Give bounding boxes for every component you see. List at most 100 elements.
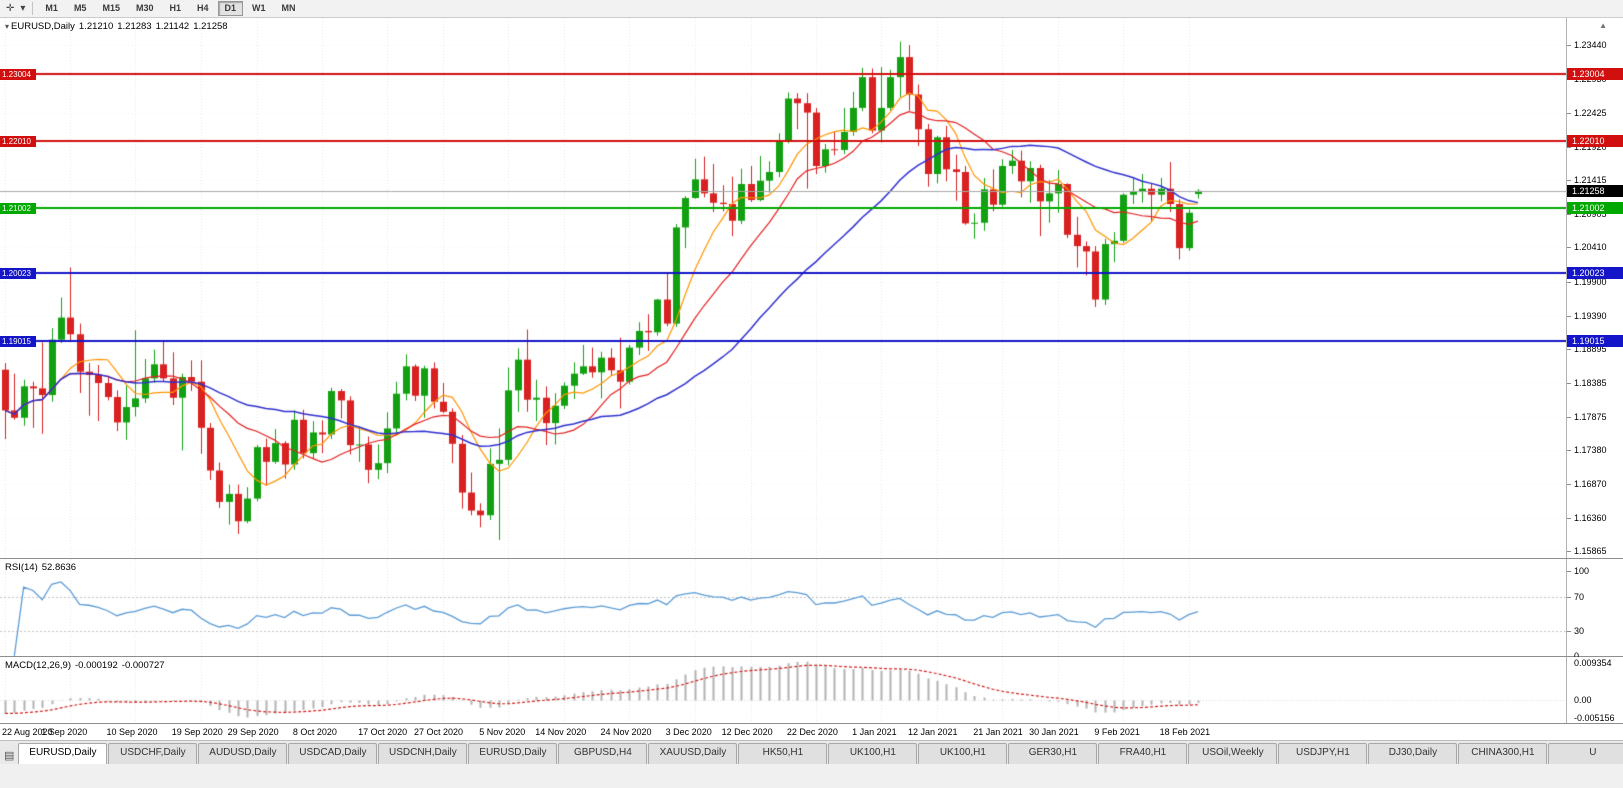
date-tick-label: 12 Dec 2020 — [721, 727, 773, 737]
chart-tab-eurusd-daily[interactable]: EURUSD,Daily — [468, 743, 558, 764]
macd-name: MACD(12,26,9) — [5, 660, 71, 671]
chart-tab-xauusd-daily[interactable]: XAUUSD,Daily — [648, 743, 738, 764]
date-tick-label: 8 Oct 2020 — [292, 727, 337, 737]
date-tick-label: 9 Feb 2021 — [1094, 727, 1140, 737]
timeframe-h1[interactable]: H1 — [162, 1, 188, 16]
cursor-icon[interactable]: ✛ — [6, 3, 15, 14]
price-tick-mark — [1567, 417, 1571, 418]
chart-tab-usdchf-daily[interactable]: USDCHF,Daily — [108, 743, 198, 764]
rsi-tick-label: 30 — [1574, 625, 1585, 636]
macd-canvas[interactable] — [0, 657, 1566, 724]
chart-tab-china300-h1[interactable]: CHINA300,H1 — [1458, 743, 1548, 764]
date-axis[interactable]: 22 Aug 2020 1 Sep 2020 10 Sep 2020 19 Sep 2… — [0, 723, 1623, 740]
date-tick-label: 12 Jan 2021 — [908, 727, 958, 737]
timeframe-w1[interactable]: W1 — [245, 1, 273, 16]
rsi-scale[interactable]: 100 70 30 0 — [1566, 559, 1623, 661]
date-tick-label: 17 Oct 2020 — [358, 727, 408, 737]
price-tick-label: 1.19900 — [1574, 276, 1607, 287]
price-tick-label: 1.15865 — [1574, 545, 1607, 556]
timeframe-h4[interactable]: H4 — [190, 1, 216, 16]
date-tick-label: 29 Sep 2020 — [227, 727, 279, 737]
rsi-header: RSI(14) 52.8636 — [5, 562, 80, 573]
price-tick-mark — [1567, 180, 1571, 181]
price-tick-mark — [1567, 450, 1571, 451]
chart-tab-ger30-h1[interactable]: GER30,H1 — [1008, 743, 1098, 764]
macd-tick-label: 0.00 — [1574, 694, 1592, 705]
dropdown-arrow-icon[interactable]: ▾ — [20, 3, 26, 14]
ohlc-close: 1.21258 — [193, 21, 228, 32]
date-tick-label: 30 Jan 2021 — [1029, 727, 1079, 737]
chart-tab-fra40-h1[interactable]: FRA40,H1 — [1098, 743, 1188, 764]
main-price-panel: ▾ EURUSD,Daily 1.21210 1.21283 1.21142 1.2125… — [0, 18, 1623, 558]
chart-windows-icon[interactable]: ▤ — [4, 750, 15, 762]
chart-tab-usoil-weekly[interactable]: USOil,Weekly — [1188, 743, 1278, 764]
date-tick-label: 1 Sep 2020 — [41, 727, 88, 737]
chart-symbol: EURUSD,Daily — [11, 21, 75, 32]
scroll-up-icon[interactable]: ▲ — [1599, 21, 1607, 30]
chart-tabs: EURUSD,Daily USDCHF,Daily AUDUSD,Daily USDC… — [18, 743, 1623, 764]
price-chart-canvas[interactable] — [0, 18, 1566, 558]
timeframe-m5[interactable]: M5 — [67, 1, 94, 16]
timeframe-m30[interactable]: M30 — [129, 1, 161, 16]
price-tick-label: 1.17875 — [1574, 411, 1607, 422]
timeframe-d1[interactable]: D1 — [217, 1, 244, 16]
rsi-canvas[interactable] — [0, 559, 1566, 657]
macd-value-main: -0.000192 — [75, 660, 118, 671]
macd-scale[interactable]: 0.009354 0.00 -0.005156 — [1566, 657, 1623, 723]
timeframe-mn[interactable]: MN — [275, 1, 303, 16]
timeframe-m15[interactable]: M15 — [95, 1, 127, 16]
main-price-scale[interactable]: ▲ 1.234401.229301.224251.219201.214151.2… — [1566, 18, 1623, 558]
chart-tab-dj30-daily[interactable]: DJ30,Daily — [1368, 743, 1458, 764]
ohlc-open: 1.21210 — [78, 21, 114, 32]
price-tick-label: 1.21415 — [1574, 175, 1607, 186]
hline-left-badge: 1.20023 — [0, 268, 36, 280]
chart-tab-usdcnh-daily[interactable]: USDCNH,Daily — [378, 743, 468, 764]
price-tick-mark — [1567, 247, 1571, 248]
rsi-name: RSI(14) — [5, 562, 38, 573]
hline-price-badge: 1.20023 — [1567, 267, 1623, 280]
ohlc-high: 1.21283 — [117, 21, 152, 32]
price-tick-label: 1.23440 — [1574, 40, 1607, 51]
price-tick-mark — [1567, 484, 1571, 485]
date-tick-label: 21 Jan 2021 — [973, 727, 1023, 737]
price-tick-mark — [1567, 551, 1571, 552]
ohlc-low: 1.21142 — [155, 21, 190, 32]
chart-tab-usdjpy-h1[interactable]: USDJPY,H1 — [1278, 743, 1368, 764]
price-tick-mark — [1567, 113, 1571, 114]
price-tick-label: 1.16870 — [1574, 478, 1607, 489]
timeframe-buttons: M1 M5 M15 M30 H1 H4 D1 W1 MN — [37, 1, 303, 16]
toolbar-separator — [32, 2, 34, 15]
price-tick-label: 1.21920 — [1574, 141, 1607, 152]
chart-tab-u[interactable]: U — [1548, 743, 1623, 764]
price-tick-label: 1.20905 — [1574, 209, 1607, 220]
price-tick-label: 1.20410 — [1574, 242, 1607, 253]
price-tick-mark — [1567, 45, 1571, 46]
status-strip — [0, 764, 1623, 788]
chart-tab-hk50-h1[interactable]: HK50,H1 — [738, 743, 828, 764]
macd-tick-label: 0.009354 — [1574, 658, 1612, 668]
date-tick-label: 22 Dec 2020 — [786, 727, 838, 737]
hline-price-badge: 1.19015 — [1567, 334, 1623, 347]
price-tick-label: 1.18385 — [1574, 377, 1607, 388]
date-tick-label: 24 Nov 2020 — [600, 727, 652, 737]
rsi-tick-mark — [1567, 631, 1571, 632]
chart-tab-usdcad-daily[interactable]: USDCAD,Daily — [288, 743, 378, 764]
chart-tab-audusd-daily[interactable]: AUDUSD,Daily — [198, 743, 288, 764]
hline-left-badge: 1.19015 — [0, 335, 36, 347]
timeframe-m1[interactable]: M1 — [38, 1, 65, 16]
chart-tab-eurusd-daily[interactable]: EURUSD,Daily — [18, 743, 108, 764]
chart-tab-uk100-h1[interactable]: UK100,H1 — [918, 743, 1008, 764]
rsi-tick-label: 0 — [1574, 651, 1580, 661]
collapse-icon[interactable]: ▾ — [5, 22, 10, 31]
hline-left-badge: 1.23004 — [0, 69, 36, 81]
chart-tab-uk100-h1[interactable]: UK100,H1 — [828, 743, 918, 764]
chart-tab-bar: ▤ EURUSD,Daily USDCHF,Daily AUDUSD,Daily US… — [0, 740, 1623, 764]
date-tick-label: 1 Jan 2021 — [852, 727, 897, 737]
price-tick-mark — [1567, 383, 1571, 384]
chart-tab-gbpusd-h4[interactable]: GBPUSD,H4 — [558, 743, 648, 764]
date-tick-label: 10 Sep 2020 — [106, 727, 158, 737]
price-tick-mark — [1567, 282, 1571, 283]
hline-price-badge: 1.22010 — [1567, 134, 1623, 147]
price-tick-mark — [1567, 349, 1571, 350]
rsi-tick-label: 100 — [1574, 566, 1590, 576]
